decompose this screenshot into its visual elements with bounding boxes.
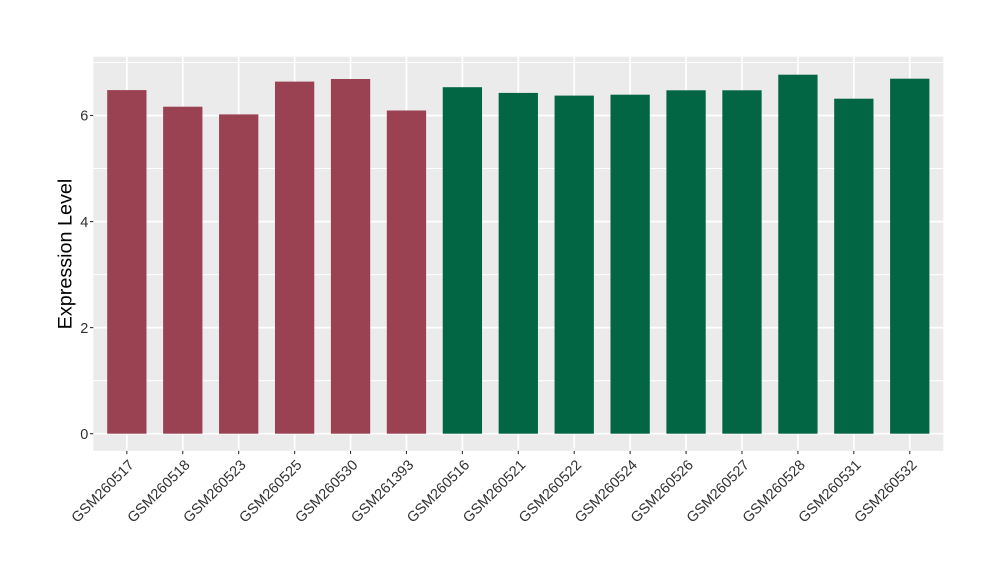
svg-text:2: 2	[80, 321, 88, 337]
svg-text:6: 6	[80, 109, 88, 125]
svg-text:Expression Level: Expression Level	[54, 179, 76, 330]
svg-text:4: 4	[80, 215, 88, 231]
svg-text:0: 0	[80, 427, 88, 443]
